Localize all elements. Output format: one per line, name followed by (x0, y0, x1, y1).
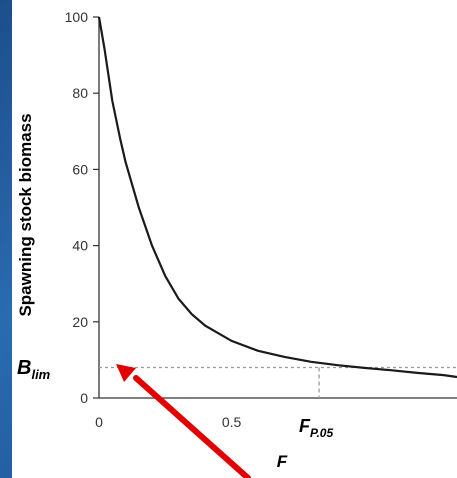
y-tick-label: 100 (65, 9, 89, 25)
y-ticks: 0 20 40 60 80 100 (65, 9, 99, 406)
y-tick-label: 40 (72, 238, 88, 254)
x-axis-label: F (277, 452, 288, 471)
f-p05-label: FP.05 (299, 416, 333, 440)
x-tick-label: 0.5 (222, 414, 242, 430)
x-ticks: 0 0.5 (95, 414, 241, 430)
x-tick-label: 0 (95, 414, 103, 430)
y-tick-label: 80 (72, 85, 88, 101)
b-lim-label: Blim (17, 357, 51, 382)
arrow-head (116, 364, 136, 382)
f-p05-main: F (299, 416, 311, 436)
b-lim-subscript: lim (31, 367, 50, 382)
y-tick-label: 0 (80, 390, 88, 406)
b-lim-main: B (17, 357, 31, 379)
ssb-curve (97, 16, 457, 379)
arrow-shaft (133, 375, 251, 478)
f-p05-subscript: P.05 (310, 426, 333, 440)
y-tick-label: 20 (72, 314, 88, 330)
y-tick-label: 60 (72, 161, 88, 177)
y-axis-label: Spawning stock biomass (16, 113, 35, 316)
